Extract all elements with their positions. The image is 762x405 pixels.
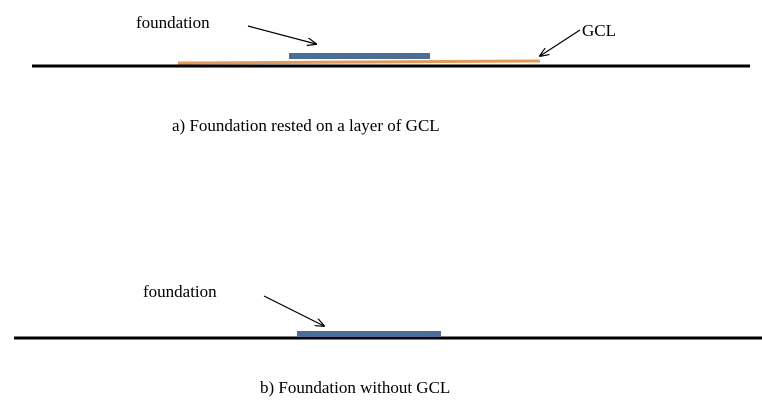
foundation [297, 331, 441, 337]
arrow [263, 295, 324, 326]
foundation [289, 53, 430, 59]
caption: a) Foundation rested on a layer of GCL [172, 116, 440, 135]
arrow [247, 25, 316, 44]
foundation-label: foundation [136, 13, 210, 32]
arrow [540, 29, 581, 56]
gcl-label: GCL [582, 21, 616, 40]
gcl-layer [177, 59, 541, 65]
caption: b) Foundation without GCL [260, 378, 450, 397]
foundation-label: foundation [143, 282, 217, 301]
